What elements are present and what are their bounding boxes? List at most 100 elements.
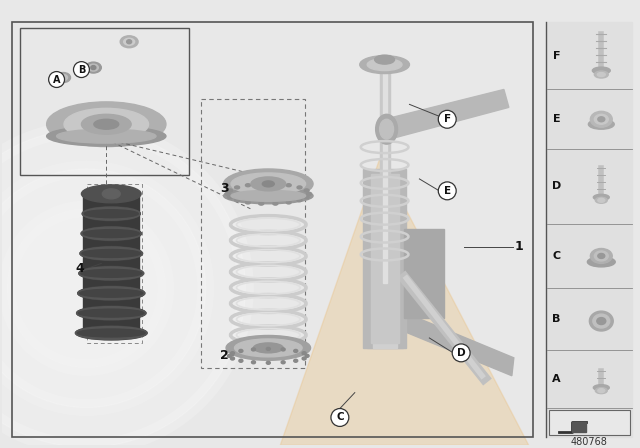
Text: C: C [336, 413, 344, 422]
Ellipse shape [85, 190, 137, 198]
Ellipse shape [127, 40, 132, 44]
Ellipse shape [239, 349, 243, 353]
Ellipse shape [595, 251, 608, 261]
Ellipse shape [593, 385, 609, 391]
Bar [372, 228, 397, 348]
Ellipse shape [259, 202, 264, 205]
Ellipse shape [231, 190, 305, 201]
Ellipse shape [252, 348, 255, 351]
Ellipse shape [83, 230, 140, 237]
Bar [20, 28, 189, 175]
Ellipse shape [588, 119, 614, 129]
Ellipse shape [85, 62, 101, 73]
Ellipse shape [281, 348, 285, 351]
Ellipse shape [593, 194, 609, 200]
Ellipse shape [82, 250, 141, 258]
Ellipse shape [79, 267, 143, 280]
Ellipse shape [286, 201, 291, 204]
Ellipse shape [235, 199, 239, 202]
Ellipse shape [589, 311, 613, 331]
Ellipse shape [597, 73, 605, 77]
Ellipse shape [81, 269, 141, 277]
Polygon shape [385, 90, 509, 139]
Ellipse shape [124, 38, 134, 45]
Circle shape [49, 72, 65, 87]
Ellipse shape [307, 192, 312, 195]
Ellipse shape [80, 246, 143, 260]
Circle shape [331, 409, 349, 426]
Bar [12, 22, 532, 437]
Ellipse shape [273, 182, 278, 185]
Ellipse shape [588, 257, 615, 267]
Ellipse shape [77, 306, 146, 319]
Ellipse shape [81, 185, 141, 203]
Text: D: D [457, 348, 465, 358]
Text: 4: 4 [75, 262, 84, 275]
Ellipse shape [77, 287, 145, 300]
Ellipse shape [234, 339, 302, 357]
Ellipse shape [297, 186, 302, 189]
Ellipse shape [595, 71, 608, 78]
Ellipse shape [228, 196, 232, 199]
Text: C: C [552, 251, 561, 261]
Text: A: A [552, 374, 561, 384]
Ellipse shape [79, 309, 144, 317]
Ellipse shape [60, 74, 68, 81]
Ellipse shape [595, 114, 608, 124]
Ellipse shape [102, 189, 120, 199]
Circle shape [0, 129, 246, 447]
Bar [83, 194, 139, 333]
Ellipse shape [230, 357, 234, 360]
Ellipse shape [294, 349, 298, 353]
Ellipse shape [83, 187, 139, 201]
Ellipse shape [228, 189, 232, 192]
Ellipse shape [81, 227, 141, 240]
Ellipse shape [294, 359, 298, 362]
Ellipse shape [262, 181, 275, 187]
Ellipse shape [88, 64, 99, 71]
Ellipse shape [64, 108, 148, 140]
Polygon shape [572, 422, 586, 432]
Ellipse shape [598, 389, 605, 392]
Text: A: A [53, 74, 60, 85]
Ellipse shape [593, 67, 611, 74]
Ellipse shape [598, 117, 605, 122]
Ellipse shape [598, 198, 605, 202]
Ellipse shape [590, 249, 612, 263]
Ellipse shape [81, 227, 141, 241]
Ellipse shape [376, 114, 397, 144]
Ellipse shape [302, 357, 306, 360]
Polygon shape [280, 159, 529, 445]
Text: 2: 2 [220, 349, 229, 362]
Bar [371, 174, 399, 343]
Circle shape [0, 169, 205, 408]
Circle shape [438, 182, 456, 200]
Ellipse shape [223, 188, 313, 204]
Ellipse shape [235, 186, 239, 189]
Ellipse shape [304, 189, 309, 192]
Ellipse shape [595, 388, 607, 394]
Ellipse shape [253, 343, 284, 353]
Ellipse shape [81, 114, 131, 134]
Ellipse shape [83, 207, 140, 221]
Ellipse shape [367, 59, 402, 71]
Ellipse shape [380, 119, 394, 139]
Circle shape [438, 110, 456, 128]
Ellipse shape [266, 347, 270, 350]
Ellipse shape [83, 187, 139, 200]
Ellipse shape [225, 192, 230, 195]
Ellipse shape [246, 201, 250, 204]
Ellipse shape [259, 182, 264, 185]
Ellipse shape [374, 55, 394, 64]
Ellipse shape [84, 210, 138, 218]
Ellipse shape [252, 361, 255, 364]
Ellipse shape [80, 247, 143, 260]
Bar [404, 228, 444, 318]
Ellipse shape [360, 56, 410, 73]
Ellipse shape [302, 352, 306, 355]
Text: F: F [444, 114, 451, 124]
Text: E: E [444, 186, 451, 196]
Ellipse shape [77, 329, 145, 337]
Ellipse shape [228, 354, 232, 358]
Ellipse shape [77, 286, 145, 300]
